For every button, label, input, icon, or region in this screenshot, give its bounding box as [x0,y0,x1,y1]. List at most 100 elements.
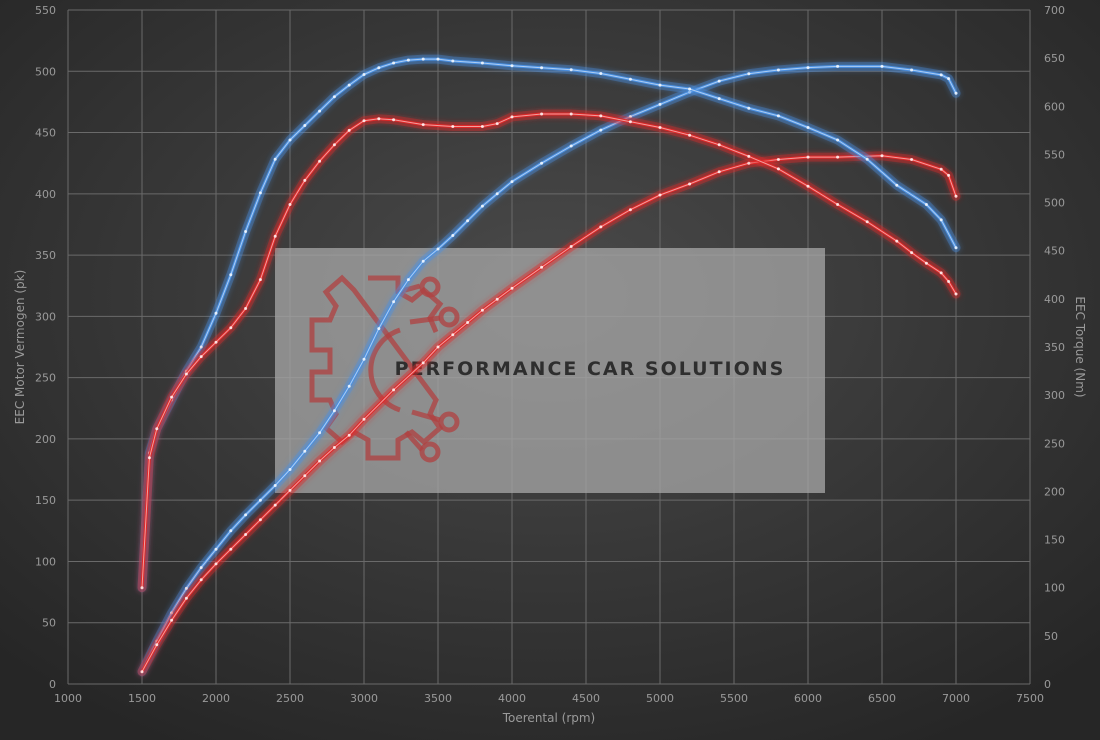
data-point [392,300,396,304]
data-point [865,220,869,224]
data-point [273,157,277,161]
data-point [540,161,544,165]
data-point [924,203,928,206]
x-tick-label: 5000 [646,692,674,705]
watermark: PERFORMANCE CAR SOLUTIONS [275,248,825,493]
series-highlight [141,155,957,672]
y-tick-label: 250 [35,372,56,385]
x-tick-label: 6500 [868,692,896,705]
data-point [406,278,410,282]
data-point [599,114,603,118]
data-point [244,533,248,536]
data-point [717,79,721,83]
data-point [288,138,292,142]
data-point [318,431,322,435]
data-point [436,345,440,349]
y-tick-label: 400 [35,188,56,201]
data-point [229,273,233,277]
data-point [658,83,662,87]
x-tick-label: 1000 [54,692,82,705]
data-point [199,578,203,582]
data-point [947,77,951,81]
data-point [362,119,366,123]
data-point [184,596,188,600]
data-point [747,106,751,110]
data-point [910,158,914,161]
data-point [318,159,322,163]
data-point [229,529,233,533]
y-tick-label: 0 [49,678,56,691]
data-point [954,246,958,250]
y2-tick-label: 250 [1044,437,1065,450]
data-point [939,271,943,275]
y-tick-label: 500 [35,65,56,78]
series-highlight [141,113,957,588]
data-point [451,125,455,128]
data-point [214,562,218,566]
series-highlight [141,65,957,672]
data-point [258,518,262,522]
data-point [717,143,721,147]
data-point [939,218,943,222]
data-point [377,117,381,121]
data-point [303,178,307,182]
data-point [184,586,188,590]
data-point [347,384,351,388]
y2-tick-label: 150 [1044,534,1065,547]
data-point [510,64,514,68]
data-point [480,204,484,208]
data-point [288,468,292,471]
data-point [939,167,943,171]
data-point [244,230,248,233]
x-tick-label: 7000 [942,692,970,705]
data-point [836,155,840,159]
data-point [924,261,928,265]
y-tick-label: 50 [42,617,56,630]
data-point [628,208,632,212]
series-0 [137,61,961,677]
data-point [406,58,410,62]
y2-tick-label: 0 [1044,678,1051,691]
data-point [170,395,174,399]
data-point [140,670,144,674]
data-point [947,173,951,177]
y2-tick-label: 700 [1044,4,1065,17]
data-point [377,66,381,70]
data-point [140,586,144,590]
y2-tick-label: 450 [1044,245,1065,258]
data-point [939,73,943,77]
data-point [214,547,218,551]
x-tick-label: 2500 [276,692,304,705]
data-point [303,449,307,453]
data-point [865,157,869,161]
data-point [569,245,573,248]
series-1 [137,151,961,677]
y2-tick-label: 300 [1044,389,1065,402]
data-point [362,357,366,361]
data-point [244,513,248,517]
data-point [510,286,514,290]
data-point [362,417,366,421]
data-point [421,259,425,263]
data-point [954,91,958,95]
series-3 [137,109,961,593]
y2-tick-label: 350 [1044,341,1065,354]
data-point [273,234,277,238]
data-point [599,128,603,132]
data-point [540,112,544,116]
data-point [347,83,351,87]
data-point [377,327,381,331]
data-point [806,66,810,70]
watermark-text: PERFORMANCE CAR SOLUTIONS [395,358,786,380]
data-point [318,459,322,463]
y2-tick-label: 50 [1044,630,1058,643]
data-point [436,57,440,61]
data-point [480,308,484,312]
y-tick-label: 200 [35,433,56,446]
data-point [466,219,470,223]
ticks: 1000 1500 2000 2500 3000 3500 4000 4500 5000 5500… [35,4,1065,705]
data-point [303,474,307,478]
data-point [806,126,810,129]
data-point [540,265,544,269]
